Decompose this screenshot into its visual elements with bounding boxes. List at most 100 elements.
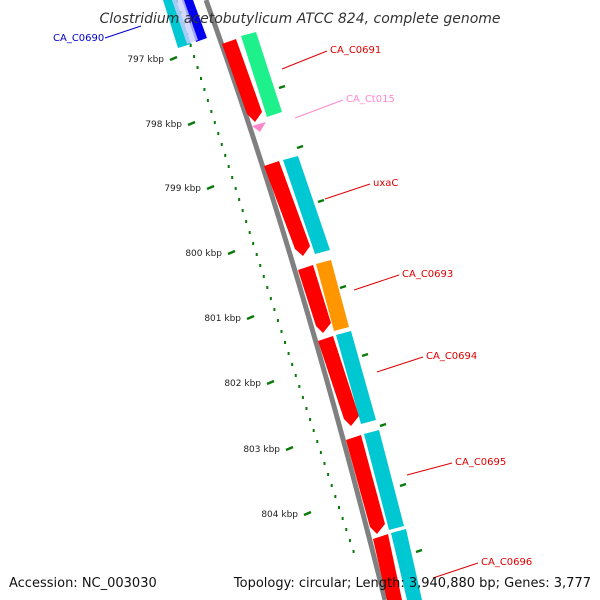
ruler-dot: [316, 440, 319, 443]
ruler-dot: [348, 539, 351, 542]
gene-feature-red-uxac[interactable]: [264, 161, 310, 256]
ruler-dot: [227, 165, 230, 168]
ruler-dot: [287, 352, 290, 355]
ruler-dot: [323, 462, 326, 465]
track-tick: [317, 198, 325, 204]
ruler-dot: [189, 44, 192, 47]
ruler-dot: [213, 121, 216, 124]
ruler-dot: [193, 55, 196, 58]
ruler-dot: [266, 286, 269, 289]
ruler-dot: [248, 231, 251, 234]
gene-feature-red-0695[interactable]: [346, 435, 385, 534]
accession-text: Accession: NC_003030: [9, 576, 157, 591]
ruler-dot: [337, 506, 340, 509]
ruler-dot: [294, 374, 297, 377]
major-tick: [303, 510, 312, 517]
track-tick: [361, 352, 369, 358]
gene-feature-cyan-uxac[interactable]: [283, 156, 330, 254]
gene-highlight: [172, 0, 198, 44]
tick-label: 797 kbp: [127, 55, 164, 65]
gene-feature-cyan-0696[interactable]: [391, 529, 422, 600]
gene-label[interactable]: CA_C0691: [330, 45, 381, 56]
ruler-dot: [255, 253, 258, 256]
track-tick: [399, 482, 407, 488]
ruler-dot: [210, 110, 213, 113]
ruler-dot: [269, 297, 272, 300]
gene-feature-red-0693[interactable]: [298, 265, 331, 333]
ruler-dot: [305, 407, 308, 410]
gene-feature-cyan-0694[interactable]: [336, 331, 376, 424]
gene-label[interactable]: CA_C0690: [53, 33, 104, 44]
tick-label: 799 kbp: [164, 184, 201, 194]
gene-leader-line: [376, 356, 424, 373]
ruler-dot: [217, 132, 220, 135]
gene-leader-line: [294, 99, 344, 119]
gene-feature-green-0691[interactable]: [241, 32, 282, 117]
gene-leader-line: [281, 50, 328, 70]
gene-feature-cds[interactable]: [163, 0, 191, 48]
ruler-dot: [298, 385, 301, 388]
major-tick: [246, 314, 255, 321]
ruler-dot: [276, 319, 279, 322]
topology-text: Topology: circular; Length: 3,940,880 bp…: [233, 576, 591, 591]
ruler-dot: [301, 396, 304, 399]
tick-label: 801 kbp: [204, 314, 241, 324]
gene-feature-pink-ct015[interactable]: [252, 122, 266, 132]
major-tick: [227, 249, 236, 256]
ruler-dot: [309, 418, 312, 421]
ruler-dot: [196, 66, 199, 69]
gene-feature-red-0691[interactable]: [222, 39, 262, 122]
ruler-dot: [312, 429, 315, 432]
gene-feature-red-0696[interactable]: [373, 534, 402, 600]
gene-label[interactable]: CA_C0693: [402, 269, 453, 280]
gene-track: [163, 0, 422, 600]
track-ticks: [278, 84, 423, 554]
gene-labels: CA_C0690 CA_C0691 CA_Ct015 uxaC CA_C0693 CA_C…: [53, 25, 532, 579]
ruler-dot: [206, 99, 209, 102]
gene-leader-line: [432, 562, 479, 579]
ruler-dot: [245, 220, 248, 223]
ruler-dot: [273, 308, 276, 311]
gene-leader-line: [104, 25, 142, 39]
track-tick: [296, 144, 304, 150]
gene-label[interactable]: CA_C0695: [455, 457, 506, 468]
tick-label: 803 kbp: [243, 445, 280, 455]
major-tick: [187, 120, 196, 127]
ruler-dot: [220, 143, 223, 146]
major-tick: [169, 55, 178, 62]
gene-feature-cyan-0695[interactable]: [364, 430, 404, 530]
ruler-dot: [341, 517, 344, 520]
ruler-dot: [241, 209, 244, 212]
gene-label[interactable]: CA_C0696: [481, 557, 532, 568]
ruler-dot: [334, 495, 337, 498]
ruler-dot: [231, 176, 234, 179]
track-tick: [278, 84, 286, 90]
gene-leader-line: [324, 183, 371, 200]
ruler-dot: [345, 528, 348, 531]
major-tick: [206, 184, 215, 191]
ruler-dot: [284, 341, 287, 344]
ruler-dots: [176, 0, 355, 553]
ruler-dot: [330, 484, 333, 487]
gene-label[interactable]: uxaC: [373, 178, 398, 189]
ruler-dot: [262, 275, 265, 278]
gene-feature-blue[interactable]: [182, 0, 207, 42]
ruler-dot: [259, 264, 262, 267]
gene-leader-line: [353, 274, 400, 291]
ruler-dot: [252, 242, 255, 245]
gene-feature-red-0694[interactable]: [318, 336, 359, 426]
kbp-ruler: 797 kbp 798 kbp 799 kbp 800 kbp 801 kbp 802 k…: [127, 55, 312, 520]
track-tick: [339, 284, 347, 290]
genome-backbone: [203, 0, 388, 600]
ruler-dot: [327, 473, 330, 476]
ruler-dot: [199, 77, 202, 80]
gene-label[interactable]: CA_Ct015: [346, 94, 395, 105]
gene-label[interactable]: CA_C0694: [426, 351, 477, 362]
tick-label: 800 kbp: [185, 249, 222, 259]
ruler-dot: [291, 363, 294, 366]
gene-feature-orange-0693[interactable]: [316, 260, 349, 331]
ruler-dot: [238, 198, 241, 201]
tick-label: 804 kbp: [261, 510, 298, 520]
track-tick: [379, 422, 387, 428]
